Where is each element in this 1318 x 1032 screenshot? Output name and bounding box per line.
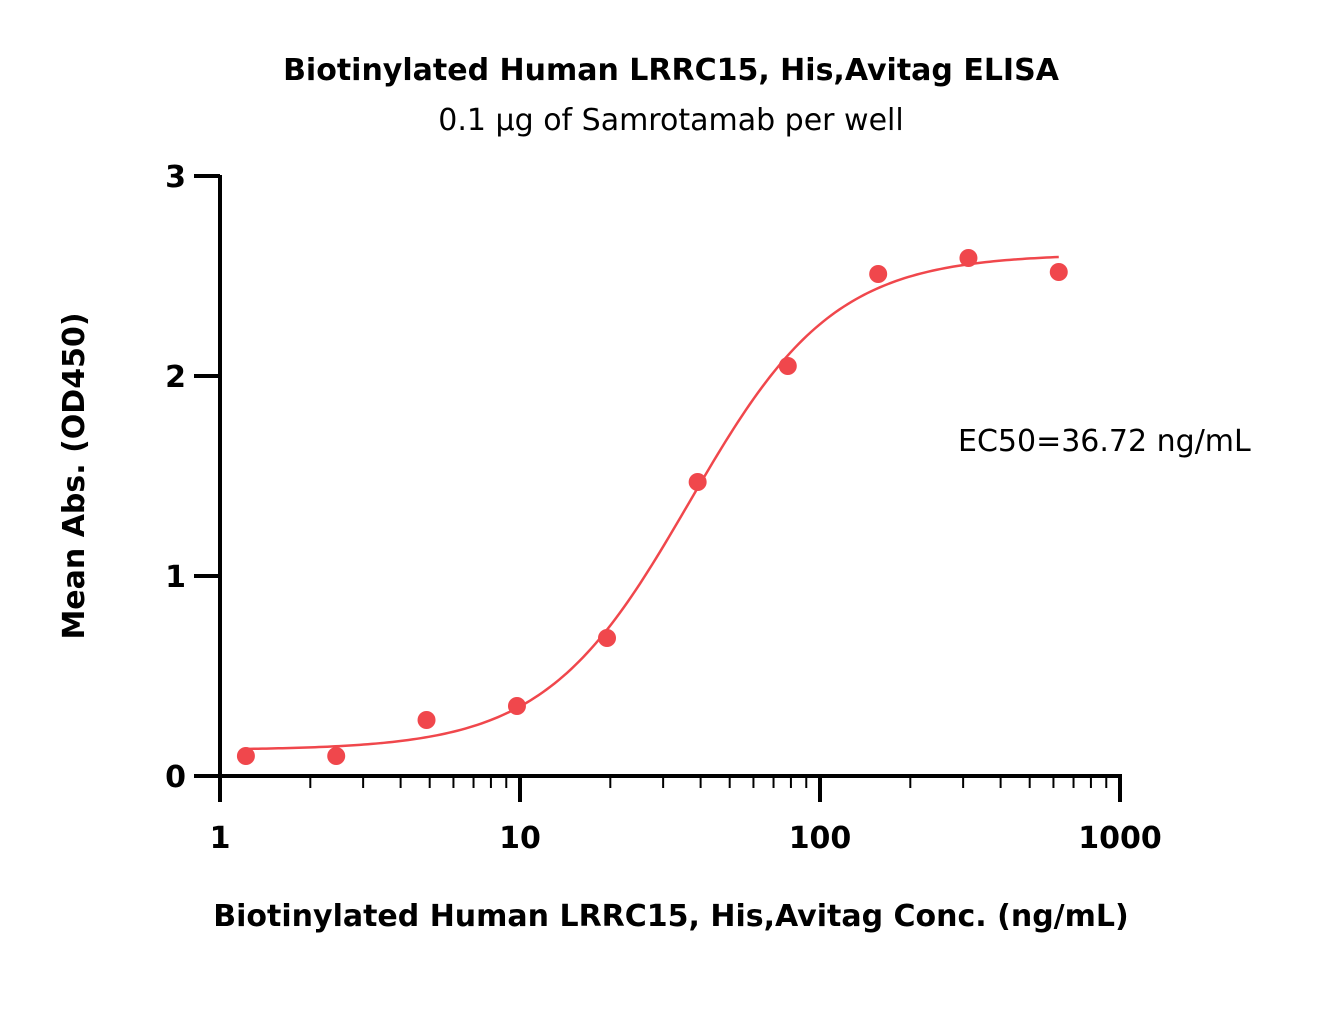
x-axis-label: Biotinylated Human LRRC15, His,Avitag Co… [213,899,1128,934]
x-tick-label: 1 [210,821,231,856]
y-tick-label: 0 [165,760,186,795]
fit-curve [245,255,1059,751]
data-point [417,711,436,729]
y-tick-label: 1 [165,560,186,595]
y-ticks: 0 1 2 3 [165,160,220,795]
chart-title: Biotinylated Human LRRC15, His,Avitag EL… [283,53,1060,88]
data-point [1049,263,1068,281]
x-ticks: 1 10 100 1000 [210,776,1162,856]
data-point [507,697,526,715]
y-axis-label: Mean Abs. (OD450) [57,312,92,639]
axes [218,175,1122,778]
data-point [959,249,978,267]
x-tick-label: 10 [499,821,541,856]
data-point [778,357,797,375]
y-tick-label: 3 [165,160,186,195]
data-point [869,265,888,283]
data-point [688,473,707,491]
x-tick-label: 1000 [1078,821,1162,856]
x-tick-label: 100 [789,821,852,856]
y-tick-label: 2 [165,360,186,395]
chart-subtitle: 0.1 µg of Samrotamab per well [438,103,903,138]
data-point [236,747,255,765]
data-points [236,249,1068,765]
data-point [327,747,346,765]
ec50-annotation: EC50=36.72 ng/mL [958,424,1251,459]
data-point [598,629,617,647]
